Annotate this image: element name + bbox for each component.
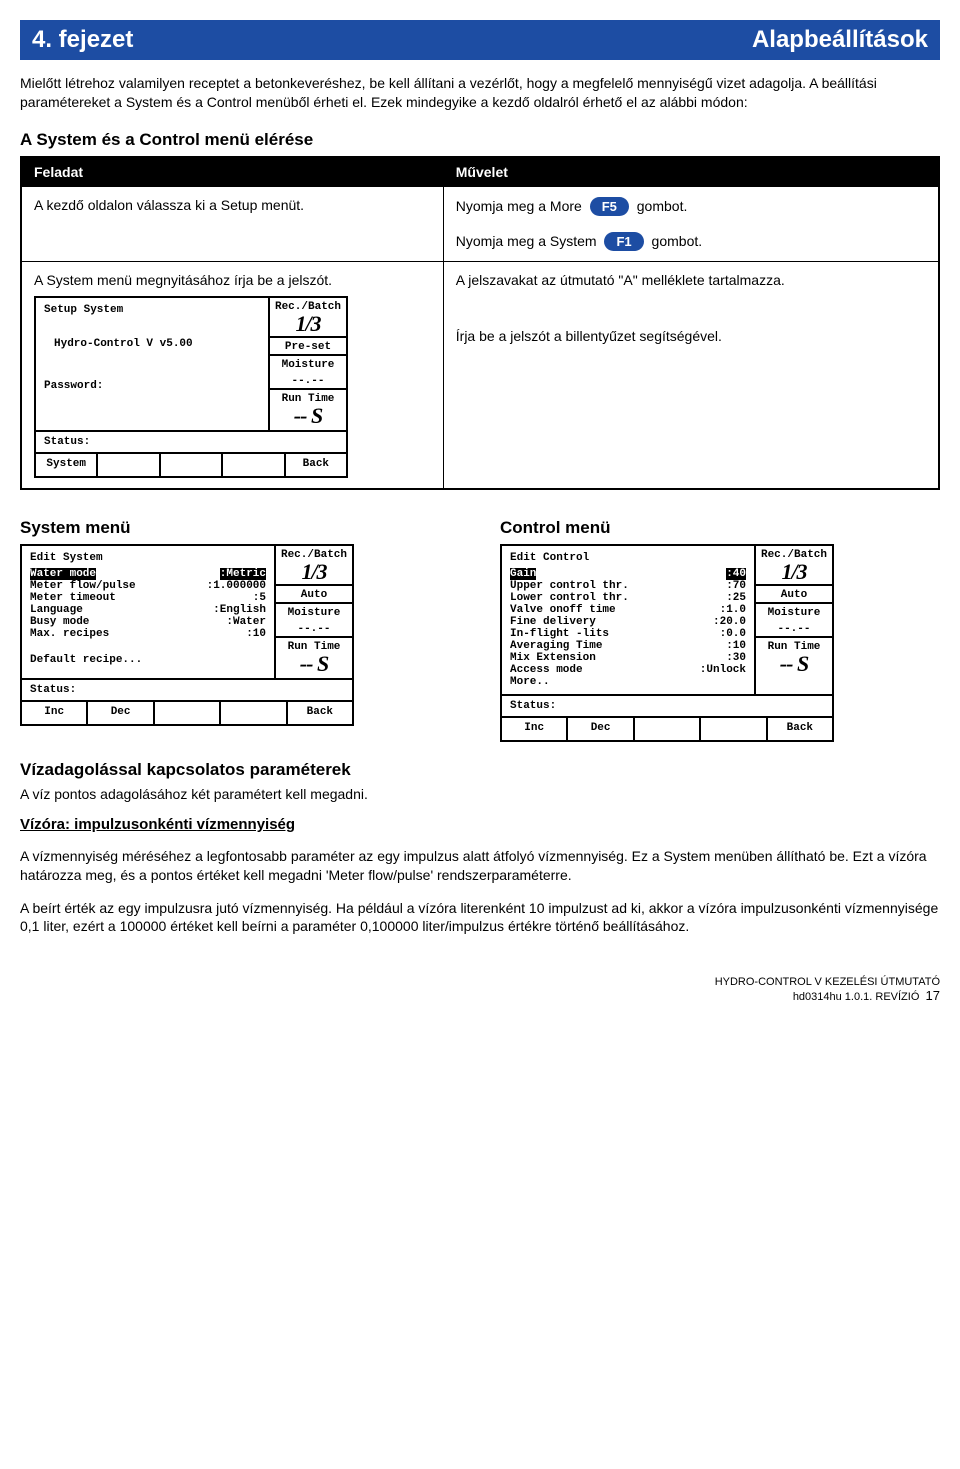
footer-line1: HYDRO-CONTROL V KEZELÉSI ÚTMUTATÓ bbox=[20, 976, 940, 988]
paragraph-3: A beírt érték az egy impulzusra jutó víz… bbox=[20, 899, 940, 937]
control-menu-heading: Control menü bbox=[500, 518, 940, 538]
lcd-sys-f5[interactable]: Back bbox=[288, 702, 352, 724]
lcd-sys-moist: Moisture bbox=[278, 607, 350, 619]
lcd-sys-runv: -- S bbox=[278, 653, 350, 675]
lcd-ctrl-moistv: --.-- bbox=[758, 623, 830, 635]
list-item: Meter timeout : 5 bbox=[30, 592, 266, 604]
lcd-sys-auto: Auto bbox=[276, 586, 352, 604]
lcd-control-screen: Edit Control Gain : 40Upper control thr.… bbox=[500, 544, 834, 742]
row2-left-text: A System menü megnyitásához írja be a je… bbox=[34, 272, 431, 288]
lcd-ctrl-f4[interactable] bbox=[701, 718, 767, 740]
lcd-side-moisture: Moisture bbox=[272, 359, 344, 371]
f5-pill: F5 bbox=[590, 197, 629, 216]
lcd-setup-f1[interactable]: System bbox=[36, 454, 98, 476]
row1-text2-b: gombot. bbox=[652, 233, 703, 249]
th-feladat: Feladat bbox=[21, 157, 443, 187]
row1-text-a: Nyomja meg a More bbox=[456, 198, 582, 214]
list-item: Busy mode : Water bbox=[30, 616, 266, 628]
lcd-setup-version: Hydro-Control V v5.00 bbox=[54, 338, 260, 350]
row2-right-text2: Írja be a jelszót a billentyűzet segítsé… bbox=[456, 328, 926, 344]
lcd-control-title: Edit Control bbox=[510, 552, 746, 564]
lcd-ctrl-auto: Auto bbox=[756, 586, 832, 604]
row1-text-b: gombot. bbox=[637, 198, 688, 214]
lcd-side-moistv: --.-- bbox=[272, 375, 344, 387]
lcd-ctrl-f3[interactable] bbox=[635, 718, 701, 740]
lcd-setup-f5[interactable]: Back bbox=[286, 454, 346, 476]
lcd-control-last: More.. bbox=[510, 676, 746, 688]
task-row2-left: A System menü megnyitásához írja be a je… bbox=[21, 261, 443, 489]
chapter-banner: 4. fejezet Alapbeállítások bbox=[20, 20, 940, 60]
params-intro: A víz pontos adagolásához két paramétert… bbox=[20, 786, 940, 802]
task-row1-left: A kezdő oldalon válassza ki a Setup menü… bbox=[21, 186, 443, 261]
lcd-side-preset: Pre-set bbox=[270, 338, 346, 356]
lcd-setup-f4[interactable] bbox=[223, 454, 285, 476]
lcd-system-title: Edit System bbox=[30, 552, 266, 564]
chapter-title: Alapbeállítások bbox=[752, 26, 928, 54]
row1-text2-a: Nyomja meg a System bbox=[456, 233, 597, 249]
page-footer: HYDRO-CONTROL V KEZELÉSI ÚTMUTATÓ hd0314… bbox=[20, 976, 940, 1003]
list-item: Access mode : Unlock bbox=[510, 664, 746, 676]
row2-right-text1: A jelszavakat az útmutató "A" melléklete… bbox=[456, 272, 926, 288]
list-item: Lower control thr.: 25 bbox=[510, 592, 746, 604]
lcd-sys-f4[interactable] bbox=[221, 702, 287, 724]
list-item: Upper control thr.: 70 bbox=[510, 580, 746, 592]
chapter-number: 4. fejezet bbox=[32, 26, 133, 54]
list-item: Mix Extension : 30 bbox=[510, 652, 746, 664]
lcd-sys-batch: 1/3 bbox=[278, 561, 350, 583]
list-item: Averaging Time : 10 bbox=[510, 640, 746, 652]
lcd-sys-f1[interactable]: Inc bbox=[22, 702, 88, 724]
list-item: Gain : 40 bbox=[510, 568, 746, 580]
lcd-side-batch: 1/3 bbox=[272, 313, 344, 335]
lcd-sys-moistv: --.-- bbox=[278, 623, 350, 635]
lcd-ctrl-f5[interactable]: Back bbox=[768, 718, 832, 740]
lcd-setup-f2[interactable] bbox=[98, 454, 160, 476]
sub-heading: Vízóra: impulzusonkénti vízmennyiség bbox=[20, 816, 940, 833]
footer-line2: hd0314hu 1.0.1. REVÍZIÓ bbox=[793, 991, 920, 1003]
lcd-system-last: Default recipe... bbox=[30, 654, 266, 666]
lcd-ctrl-f2[interactable]: Dec bbox=[568, 718, 634, 740]
list-item: In-flight -lits : 0.0 bbox=[510, 628, 746, 640]
lcd-sys-f3[interactable] bbox=[155, 702, 221, 724]
system-menu-heading: System menü bbox=[20, 518, 460, 538]
lcd-side-runv: -- S bbox=[272, 405, 344, 427]
paragraph-2: A vízmennyiség méréséhez a legfontosabb … bbox=[20, 847, 940, 885]
task-row2-right: A jelszavakat az útmutató "A" melléklete… bbox=[443, 261, 939, 489]
list-item: Fine delivery : 20.0 bbox=[510, 616, 746, 628]
lcd-ctrl-batch: 1/3 bbox=[758, 561, 830, 583]
lcd-setup-status: Status: bbox=[36, 432, 346, 454]
lcd-sys-f2[interactable]: Dec bbox=[88, 702, 154, 724]
task-row1-right: Nyomja meg a More F5 gombot. Nyomja meg … bbox=[443, 186, 939, 261]
page-number: 17 bbox=[926, 988, 940, 1003]
list-item: Language : English bbox=[30, 604, 266, 616]
lcd-ctrl-f1[interactable]: Inc bbox=[502, 718, 568, 740]
th-muvelet: Művelet bbox=[443, 157, 939, 187]
list-item: Meter flow/pulse : 1.000000 bbox=[30, 580, 266, 592]
task-table: Feladat Művelet A kezdő oldalon válassza… bbox=[20, 156, 940, 490]
lcd-sys-status: Status: bbox=[22, 680, 352, 702]
f1-pill: F1 bbox=[604, 232, 643, 251]
lcd-ctrl-moist: Moisture bbox=[758, 607, 830, 619]
intro-paragraph: Mielőtt létrehoz valamilyen receptet a b… bbox=[20, 74, 940, 112]
lcd-ctrl-runv: -- S bbox=[758, 653, 830, 675]
list-item: Water mode : Metric bbox=[30, 568, 266, 580]
list-item: Valve onoff time : 1.0 bbox=[510, 604, 746, 616]
lcd-ctrl-status: Status: bbox=[502, 696, 832, 718]
lcd-setup-title: Setup System bbox=[44, 304, 260, 316]
list-item: Max. recipes : 10 bbox=[30, 628, 266, 640]
lcd-system-screen: Edit System Water mode : MetricMeter flo… bbox=[20, 544, 354, 726]
lcd-setup-password: Password: bbox=[44, 380, 260, 392]
lcd-setup-screen: Setup System Hydro-Control V v5.00 Passw… bbox=[34, 296, 348, 478]
access-heading: A System és a Control menü elérése bbox=[20, 130, 940, 150]
lcd-setup-f3[interactable] bbox=[161, 454, 223, 476]
params-heading: Vízadagolással kapcsolatos paraméterek bbox=[20, 760, 940, 780]
